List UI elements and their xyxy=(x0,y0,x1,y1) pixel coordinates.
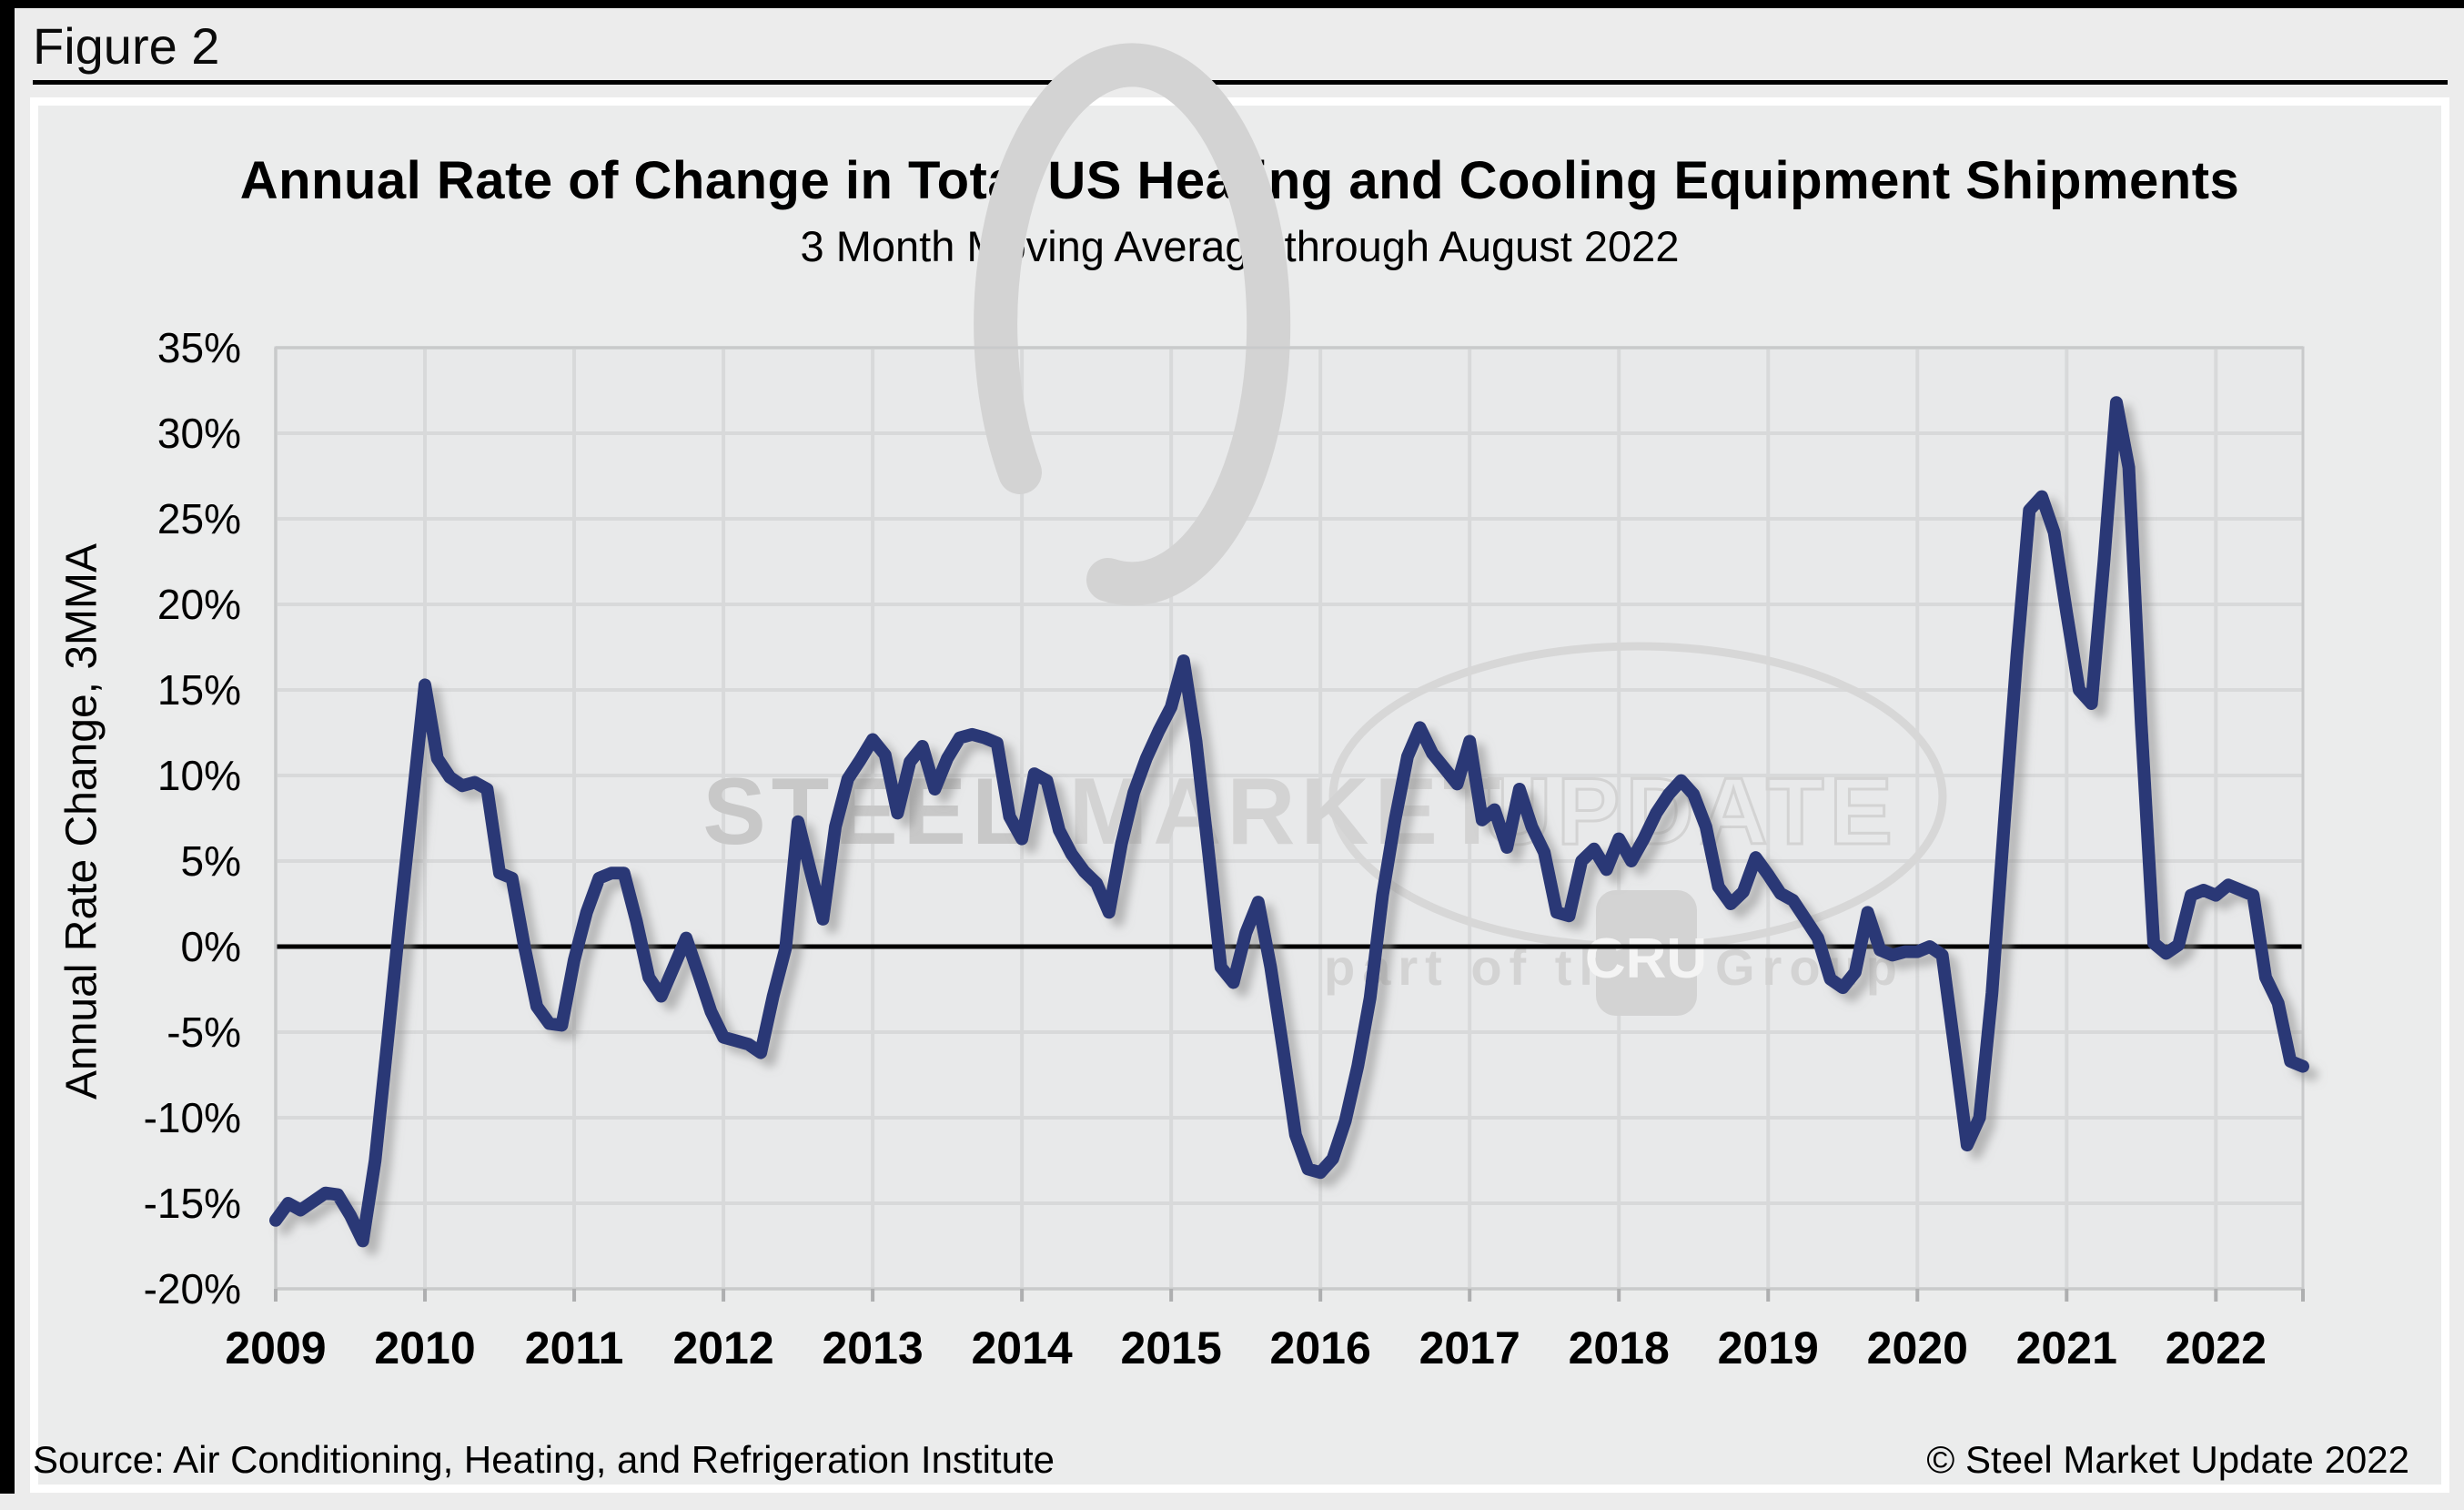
y-tick-label: 15% xyxy=(157,666,241,714)
x-tick-label: 2021 xyxy=(2015,1323,2117,1373)
line-series xyxy=(269,396,2309,1248)
y-tick-label: -20% xyxy=(143,1265,241,1312)
x-tick-label: 2018 xyxy=(1568,1323,1670,1373)
x-tick-label: 2013 xyxy=(822,1323,924,1373)
watermark-cru-badge xyxy=(1596,890,1697,1016)
copyright-note: © Steel Market Update 2022 xyxy=(1926,1438,2409,1481)
y-tick-label: 35% xyxy=(157,324,241,371)
figure-label: Figure 2 xyxy=(33,17,220,75)
plot-area: STEEL MARKET UPDATE part of the CRU Group xyxy=(269,43,2309,1302)
y-tick-label: 0% xyxy=(180,923,241,970)
x-tick-label: 2014 xyxy=(971,1323,1073,1373)
axis-ticks xyxy=(274,1289,2305,1302)
x-tick-label: 2020 xyxy=(1866,1323,1968,1373)
x-tick-label: 2016 xyxy=(1269,1323,1371,1373)
data-line xyxy=(269,396,2309,1248)
header-rule xyxy=(33,80,2448,85)
x-tick-label: 2011 xyxy=(524,1323,624,1373)
y-tick-label: 20% xyxy=(157,581,241,628)
watermark-swoosh-icon xyxy=(974,43,1291,606)
x-tick-label: 2022 xyxy=(2165,1323,2267,1373)
x-tick-label: 2012 xyxy=(672,1323,774,1373)
y-tick-label: 10% xyxy=(157,752,241,799)
watermark-update: UPDATE xyxy=(1483,759,1898,865)
left-border xyxy=(0,0,15,1494)
source-note: Source: Air Conditioning, Heating, and R… xyxy=(33,1438,1055,1481)
y-tick-label: 30% xyxy=(157,410,241,457)
x-tick-label: 2017 xyxy=(1419,1323,1520,1373)
watermark-cru-label: CRU xyxy=(1585,927,1707,990)
watermark-steel: STEEL xyxy=(702,759,1035,865)
y-tick-label: 25% xyxy=(157,495,241,542)
y-tick-label: -15% xyxy=(143,1180,241,1227)
x-tick-label: 2010 xyxy=(374,1323,476,1373)
x-tick-label: 2009 xyxy=(225,1323,327,1373)
x-tick-label: 2015 xyxy=(1120,1323,1222,1373)
y-tick-label: -10% xyxy=(143,1094,241,1141)
top-border xyxy=(0,0,2464,8)
x-tick-label: 2019 xyxy=(1717,1323,1819,1373)
y-tick-label: 5% xyxy=(180,837,241,885)
y-tick-label: -5% xyxy=(167,1008,241,1056)
plot-frame xyxy=(274,346,2305,1291)
